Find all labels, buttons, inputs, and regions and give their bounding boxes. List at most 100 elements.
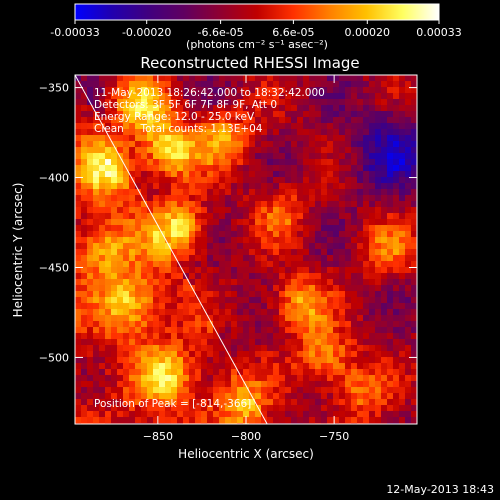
heatmap-cell <box>405 387 412 394</box>
heatmap-cell <box>285 381 292 388</box>
heatmap-cell <box>279 315 286 322</box>
heatmap-cell <box>327 189 334 196</box>
heatmap-cell <box>189 417 196 424</box>
heatmap-cell <box>273 405 280 412</box>
heatmap-cell <box>135 165 142 172</box>
heatmap-cell <box>339 411 346 418</box>
heatmap-cell <box>369 363 376 370</box>
heatmap-cell <box>291 87 298 94</box>
heatmap-cell <box>153 357 160 364</box>
heatmap-cell <box>249 327 256 334</box>
heatmap-cell <box>255 249 262 256</box>
heatmap-cell <box>363 411 370 418</box>
heatmap-cell <box>261 387 268 394</box>
heatmap-cell <box>285 201 292 208</box>
heatmap-cell <box>381 207 388 214</box>
heatmap-cell <box>213 93 220 100</box>
heatmap-cell <box>255 411 262 418</box>
heatmap-cell <box>165 183 172 190</box>
heatmap-cell <box>75 81 82 88</box>
heatmap-cell <box>75 141 82 148</box>
heatmap-cell <box>147 375 154 382</box>
heatmap-cell <box>285 111 292 118</box>
heatmap-cell <box>411 87 417 94</box>
heatmap-cell <box>387 255 394 262</box>
heatmap-cell <box>375 345 382 352</box>
heatmap-cell <box>81 87 88 94</box>
heatmap-cell <box>405 213 412 220</box>
heatmap-cell <box>393 321 400 328</box>
heatmap-cell <box>273 327 280 334</box>
heatmap-cell <box>267 363 274 370</box>
heatmap-cell <box>243 267 250 274</box>
heatmap-cell <box>279 105 286 112</box>
heatmap-cell <box>327 345 334 352</box>
heatmap-cell <box>111 261 118 268</box>
heatmap-cell <box>195 297 202 304</box>
heatmap-cell <box>339 159 346 166</box>
heatmap-cell <box>153 111 160 118</box>
heatmap-cell <box>111 351 118 358</box>
heatmap-cell <box>261 303 268 310</box>
heatmap-cell <box>267 333 274 340</box>
heatmap-cell <box>279 189 286 196</box>
heatmap-cell <box>123 207 130 214</box>
heatmap-cell <box>93 159 100 166</box>
heatmap-cell <box>303 417 310 424</box>
heatmap-cell <box>381 405 388 412</box>
heatmap-cell <box>387 213 394 220</box>
heatmap-cell <box>99 177 106 184</box>
heatmap-cell <box>81 291 88 298</box>
heatmap-cell <box>351 417 358 424</box>
heatmap-cell <box>93 189 100 196</box>
heatmap-cell <box>225 273 232 280</box>
heatmap-cell <box>75 183 82 190</box>
heatmap-cell <box>111 393 118 400</box>
heatmap-cell <box>351 87 358 94</box>
heatmap-cell <box>267 225 274 232</box>
heatmap-cell <box>99 231 106 238</box>
heatmap-cell <box>309 315 316 322</box>
heatmap-cell <box>255 135 262 142</box>
heatmap-cell <box>339 405 346 412</box>
heatmap-cell <box>399 207 406 214</box>
heatmap-cell <box>171 111 178 118</box>
heatmap-cell <box>405 267 412 274</box>
heatmap-cell <box>279 249 286 256</box>
heatmap-cell <box>255 105 262 112</box>
heatmap-cell <box>99 351 106 358</box>
heatmap-cell <box>411 135 417 142</box>
heatmap-cell <box>177 201 184 208</box>
heatmap-cell <box>273 87 280 94</box>
heatmap-cell <box>369 225 376 232</box>
heatmap-cell <box>225 213 232 220</box>
heatmap-cell <box>159 321 166 328</box>
heatmap-cell <box>345 147 352 154</box>
heatmap-cell <box>297 345 304 352</box>
heatmap-cell <box>141 123 148 130</box>
heatmap-cell <box>117 255 124 262</box>
heatmap-cell <box>381 267 388 274</box>
heatmap-cell <box>135 255 142 262</box>
heatmap-cell <box>327 105 334 112</box>
heatmap-cell <box>315 267 322 274</box>
heatmap-cell <box>225 231 232 238</box>
heatmap-cell <box>141 243 148 250</box>
heatmap-cell <box>267 237 274 244</box>
heatmap-cell <box>297 363 304 370</box>
heatmap-cell <box>231 369 238 376</box>
heatmap-cell <box>261 279 268 286</box>
heatmap-cell <box>159 291 166 298</box>
heatmap-cell <box>291 201 298 208</box>
heatmap-cell <box>195 141 202 148</box>
heatmap-cell <box>303 99 310 106</box>
heatmap-cell <box>285 75 292 82</box>
heatmap-cell <box>363 237 370 244</box>
heatmap-cell <box>399 345 406 352</box>
heatmap-cell <box>225 243 232 250</box>
heatmap-cell <box>81 111 88 118</box>
heatmap-cell <box>267 321 274 328</box>
heatmap-cell <box>267 219 274 226</box>
heatmap-cell <box>219 189 226 196</box>
annotation-time-range: 11-May-2013 18:26:42.000 to 18:32:42.000 <box>94 87 325 99</box>
